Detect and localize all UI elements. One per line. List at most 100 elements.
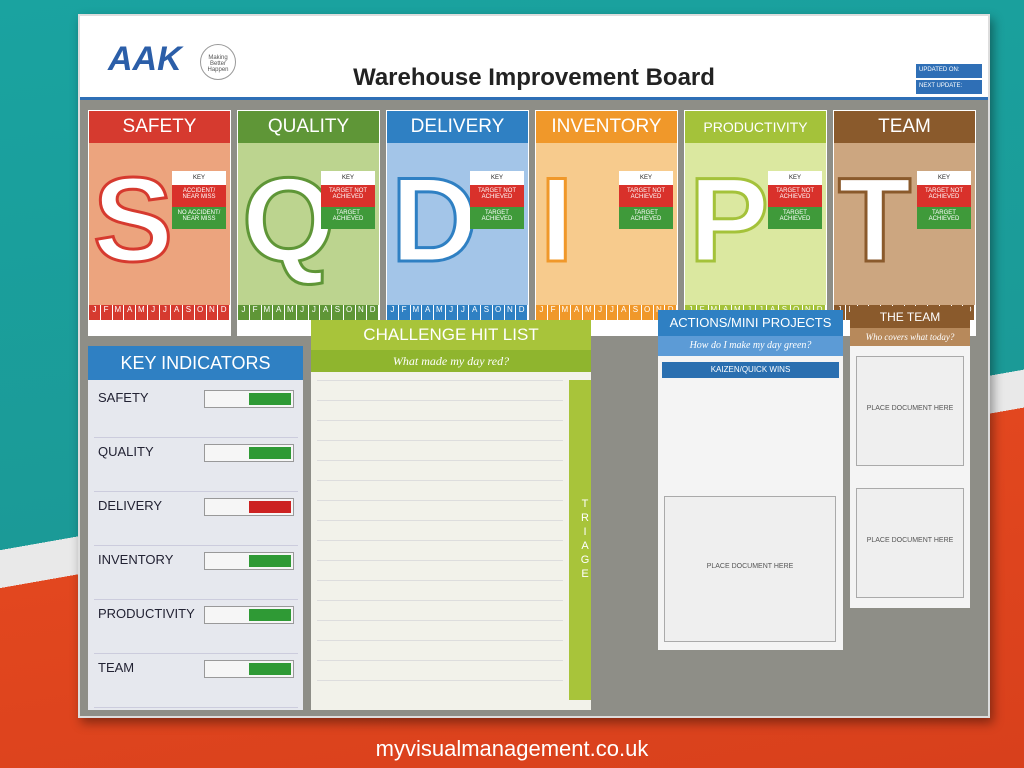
ki-row: SAFETY [94,384,298,438]
triage: TRIAGE [569,380,591,700]
list-line [317,600,563,601]
list-line [317,420,563,421]
list-line [317,440,563,441]
list-line [317,620,563,621]
indicator [249,609,291,621]
ki-row: TEAM [94,654,298,708]
month-cell: A [171,305,183,335]
next-update: NEXT UPDATE: [916,80,982,94]
month-cell: F [249,305,262,335]
actions: ACTIONS/MINI PROJECTS How do I make my da… [658,310,843,650]
key-indicators: KEY INDICATORS SAFETY QUALITY DELIVERY INVEN… [88,346,303,710]
header: AAK Making Better Happen Warehouse Improve… [80,16,988,100]
month-cell: A [124,305,136,335]
wall-url: myvisualmanagement.co.uk [375,736,649,761]
logo: AAK [108,40,182,78]
month-cell: M [285,305,297,335]
actions-subtitle: How do I make my day green? [658,336,843,356]
key-entry: TARGET NOT ACHIEVED [619,185,673,207]
key-entry: TARGET NOT ACHIEVED [321,185,375,207]
month-cell: J [89,305,101,335]
list-line [317,660,563,661]
month-cell: O [194,305,207,335]
sqdip-panel: TEAM T KEY TARGET NOT ACHIEVED TARGET ACHIEV… [833,110,976,336]
indicator [249,663,291,675]
key-title: KEY [639,175,652,181]
key: KEY TARGET NOT ACHIEVED TARGET ACHIEVED [768,171,822,229]
month-cell: D [218,305,230,335]
month-cell: J [296,305,309,335]
key-entry: TARGET ACHIEVED [321,207,375,229]
list-line [317,560,563,561]
key-entry: NO ACCIDENT/ NEAR MISS [172,207,226,229]
list-line [317,640,563,641]
placeholder: PLACE DOCUMENT HERE [856,488,964,598]
month-cell: M [261,305,274,335]
placeholder: PLACE DOCUMENT HERE [856,356,964,466]
ki-label: SAFETY [98,390,149,405]
ki-row: INVENTORY [94,546,298,600]
month-cell: A [273,305,285,335]
board-title: Warehouse Improvement Board [353,64,715,91]
big-letter: Q [240,152,336,289]
key: KEY TARGET NOT ACHIEVED TARGET ACHIEVED [321,171,375,229]
indicator [249,555,291,567]
sqdip-panel: INVENTORY I KEY TARGET NOT ACHIEVED TARGET A… [535,110,678,336]
team: THE TEAM Who covers what today? PLACE DOCU… [850,306,970,608]
month-cell: M [136,305,148,335]
list-line [317,480,563,481]
indicator-slot [204,498,294,516]
list-line [317,680,563,681]
month-cell: M [112,305,125,335]
list-line [317,400,563,401]
key-entry: TARGET ACHIEVED [917,207,971,229]
month-cell: S [630,305,642,335]
list-line [317,380,563,381]
ki-row: PRODUCTIVITY [94,600,298,654]
indicator [249,447,291,459]
key-title: KEY [192,175,205,181]
panel-title: QUALITY [238,111,379,143]
panel-title: SAFETY [89,111,230,143]
ki-label: DELIVERY [98,498,163,513]
key-title: KEY [788,175,801,181]
key-entry: TARGET ACHIEVED [619,207,673,229]
big-letter: I [538,152,574,289]
ki-title: KEY INDICATORS [88,346,303,380]
panel-title: DELIVERY [387,111,528,143]
indicator-slot [204,660,294,678]
tagline: Making Better Happen [200,44,236,80]
key-entry: TARGET ACHIEVED [470,207,524,229]
key: KEY ACCIDENT/ NEAR MISS NO ACCIDENT/ NEAR … [172,171,226,229]
ki-row: QUALITY [94,438,298,492]
ki-row: DELIVERY [94,492,298,546]
key-entry: ACCIDENT/ NEAR MISS [172,185,226,207]
indicator [249,393,291,405]
month-cell: F [100,305,113,335]
sqdip-panel: PRODUCTIVITY P KEY TARGET NOT ACHIEVED TARGE… [684,110,827,336]
month-cell: N [206,305,219,335]
key: KEY TARGET NOT ACHIEVED TARGET ACHIEVED [917,171,971,229]
indicator-slot [204,390,294,408]
key: KEY TARGET NOT ACHIEVED TARGET ACHIEVED [470,171,524,229]
month-cell: O [641,305,654,335]
ki-label: PRODUCTIVITY [98,606,195,621]
ki-label: INVENTORY [98,552,174,567]
month-cell: J [238,305,250,335]
indicator [249,501,291,513]
ki-label: TEAM [98,660,135,675]
placeholder: PLACE DOCUMENT HERE [664,496,836,642]
big-letter: T [836,152,912,289]
indicator-slot [204,606,294,624]
team-title: THE TEAM [850,306,970,328]
key-entry: TARGET NOT ACHIEVED [768,185,822,207]
key-title: KEY [490,175,503,181]
list-line [317,500,563,501]
board: AAK Making Better Happen Warehouse Improve… [78,14,990,718]
panel-title: PRODUCTIVITY [685,111,826,143]
sqdip-panel: SAFETY S KEY ACCIDENT/ NEAR MISS NO ACCIDENT… [88,110,231,336]
key-title: KEY [937,175,950,181]
challenge-hit-list: CHALLENGE HIT LIST What made my day red? T… [311,320,591,710]
list-line [317,580,563,581]
